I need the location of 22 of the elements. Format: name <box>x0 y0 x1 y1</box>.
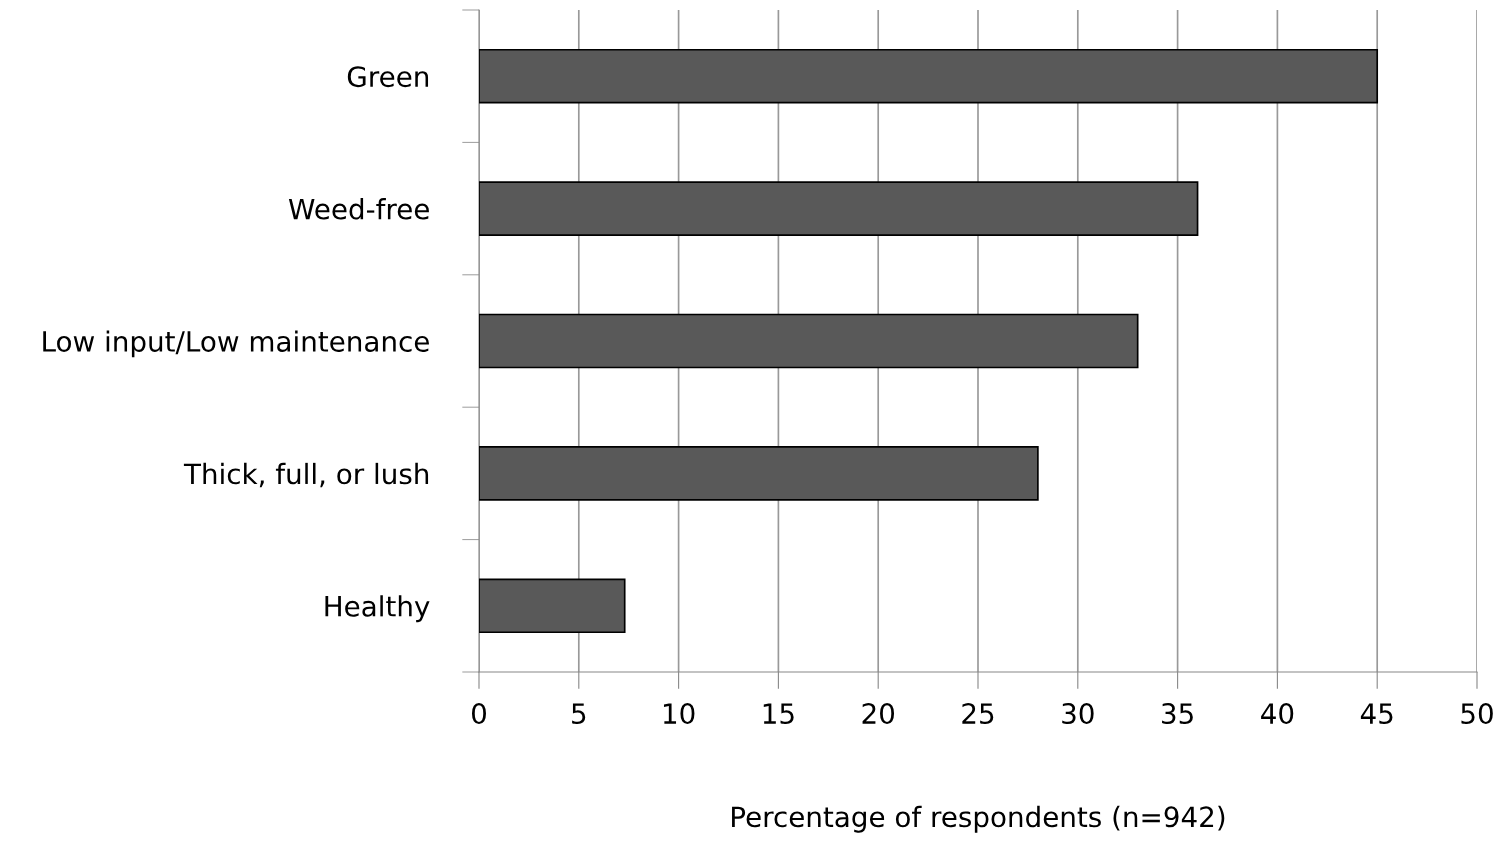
y-tick-label: Thick, full, or lush <box>183 462 429 488</box>
bar <box>479 181 1199 236</box>
x-tick-label: 45 <box>1360 703 1393 725</box>
x-tick-label: 10 <box>663 703 695 725</box>
x-tick-label: 0 <box>471 703 486 725</box>
bar <box>479 446 1039 501</box>
x-tick-label: 35 <box>1162 703 1193 725</box>
x-tick-label: 25 <box>962 703 994 725</box>
bar <box>479 578 626 634</box>
y-tick-label: Healthy <box>325 595 430 623</box>
y-tick-label: Weed-free <box>288 198 429 220</box>
x-axis-title: Percentage of respondents (n=942) <box>732 805 1225 833</box>
x-tick-label: 15 <box>763 703 794 725</box>
bar <box>479 48 1379 104</box>
x-tick-label: 20 <box>862 703 895 725</box>
x-tick-label: 50 <box>1461 703 1493 725</box>
x-tick-label: 5 <box>572 703 586 725</box>
x-tick-label: 40 <box>1261 703 1294 725</box>
bar <box>479 313 1139 369</box>
y-tick-label: Green <box>347 66 429 88</box>
x-tick-label: 30 <box>1062 703 1094 725</box>
y-tick-label: Low input/Low maintenance <box>43 330 429 358</box>
